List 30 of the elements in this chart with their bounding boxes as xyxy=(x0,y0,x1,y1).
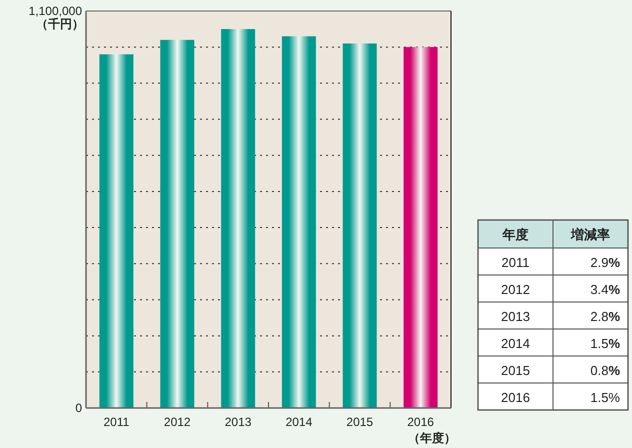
bar xyxy=(221,29,256,408)
x-tick-label: 2015 xyxy=(346,415,374,429)
y-tick-label: 1,100,000 xyxy=(28,4,82,18)
text: 2012 xyxy=(501,282,530,297)
x-axis-title: （年度） xyxy=(408,431,456,445)
text: 0.8% xyxy=(590,363,620,378)
x-tick-label: 2016 xyxy=(407,415,434,429)
text: 2016 xyxy=(501,390,530,405)
y-tick-label: 0 xyxy=(75,401,82,415)
text: 2015 xyxy=(501,363,530,378)
bar xyxy=(282,36,316,408)
x-tick-label: 2014 xyxy=(286,415,313,429)
text: 2011 xyxy=(502,255,530,270)
x-tick-label: 2013 xyxy=(224,415,252,429)
text: 2.8% xyxy=(590,309,620,324)
bar xyxy=(99,54,134,408)
text: 2.9% xyxy=(590,255,620,270)
text: 3.4% xyxy=(590,282,620,297)
text: 2014 xyxy=(501,336,530,351)
text: 1.5% xyxy=(590,336,620,351)
text: 1.5% xyxy=(590,390,620,405)
text: 年度 xyxy=(502,227,528,242)
text: 増減率 xyxy=(570,227,610,242)
bar xyxy=(160,40,194,408)
text: 2013 xyxy=(501,309,530,324)
bar xyxy=(342,43,377,408)
x-tick-label: 2011 xyxy=(104,415,130,429)
y-axis-title: （千円） xyxy=(36,17,84,31)
bar xyxy=(404,47,438,408)
x-tick-label: 2012 xyxy=(164,415,191,429)
